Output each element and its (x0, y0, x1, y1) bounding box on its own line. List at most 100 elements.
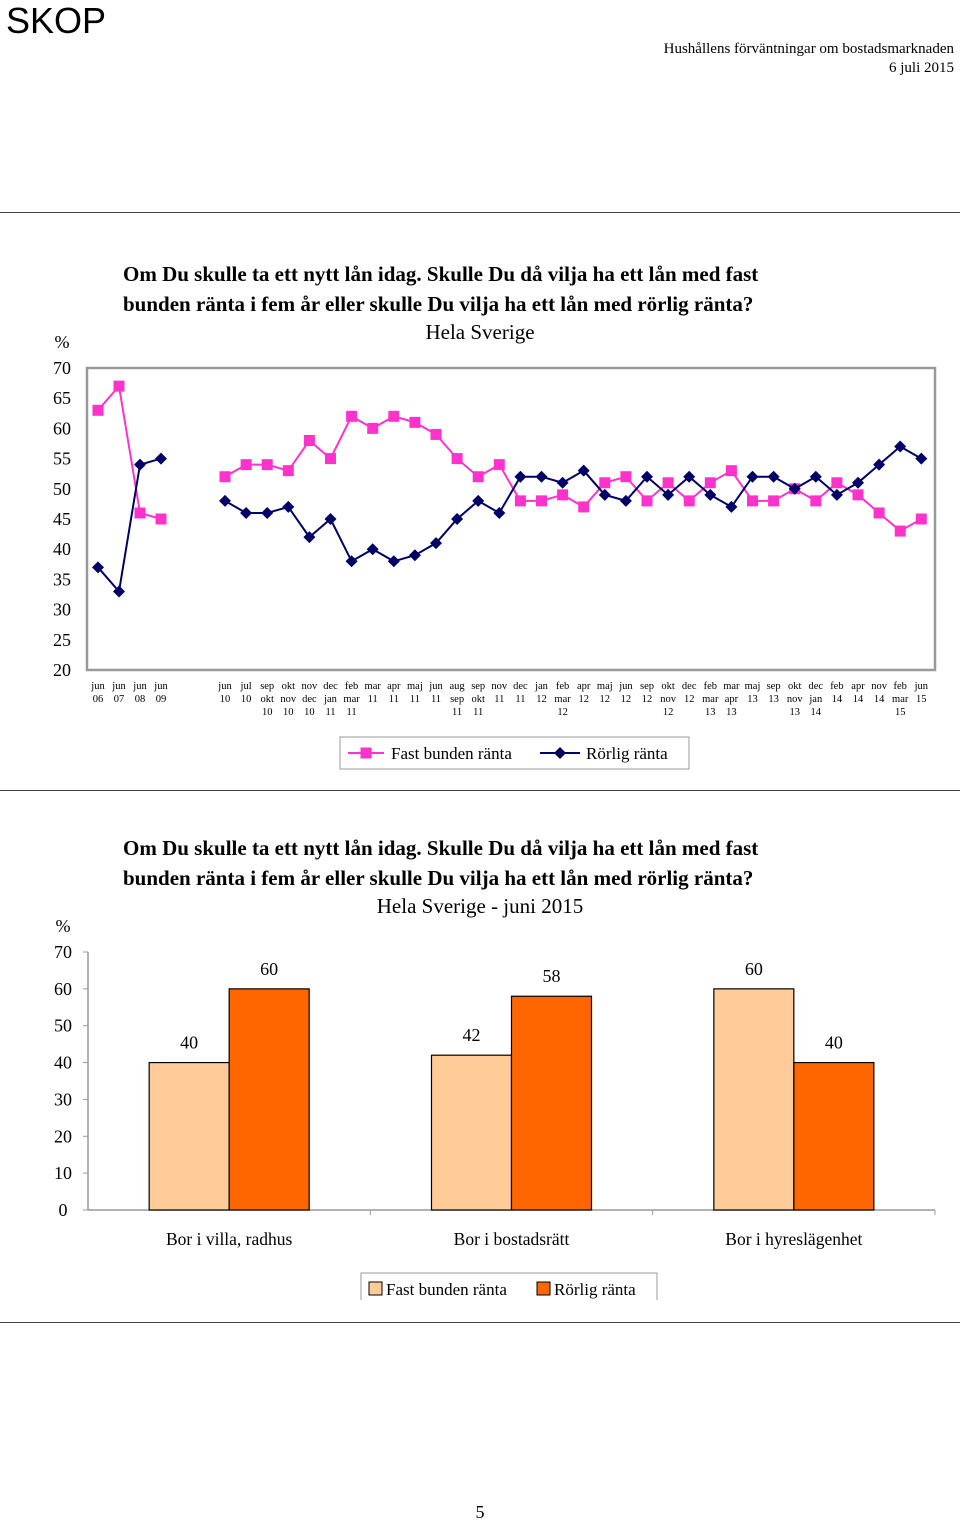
y-tick-label: 70 (54, 942, 72, 962)
data-point-square (894, 525, 906, 537)
legend (339, 736, 690, 770)
data-point-diamond (155, 452, 167, 465)
x-tick-label: jul (240, 681, 252, 692)
y-tick-label: 50 (53, 479, 71, 499)
data-point-diamond (788, 482, 801, 495)
footer-divider (0, 1322, 960, 1323)
x-tick-label: dec (809, 681, 824, 692)
x-tick-label: 06 (93, 694, 104, 705)
data-point-diamond (915, 452, 928, 465)
report-header: Hushållens förväntningar om bostadsmarkn… (664, 40, 954, 78)
report-title: Hushållens förväntningar om bostadsmarkn… (663, 41, 954, 57)
data-point-square (557, 489, 569, 501)
legend-label-fast: Fast bunden ränta (391, 744, 512, 763)
y-tick-label: 20 (54, 1126, 72, 1146)
y-tick-label: 70 (53, 358, 71, 378)
line-chart-subtitle: Hela Sverige (425, 320, 535, 344)
data-point-square (360, 747, 372, 759)
data-point-square (430, 428, 442, 440)
data-point-diamond (324, 513, 337, 525)
data-point-square (113, 380, 125, 392)
y-tick-label: 30 (54, 1089, 72, 1109)
x-tick-label: 10 (241, 694, 252, 705)
x-tick-label: apr (577, 681, 591, 692)
brand-logo-text: SKOP (6, 0, 107, 41)
x-tick-label: 14 (811, 707, 822, 718)
data-point-diamond (809, 470, 822, 483)
data-label: 60 (260, 959, 278, 979)
data-point-diamond (92, 561, 104, 574)
x-tick-label: apr (851, 681, 865, 692)
data-point-square (873, 507, 885, 519)
data-point-square (915, 513, 927, 525)
x-tick-label: sep (260, 681, 274, 692)
y-tick-label: 40 (54, 1053, 72, 1073)
data-point-diamond (240, 506, 253, 519)
x-tick-label: 11 (452, 707, 462, 718)
x-tick-label: 12 (578, 694, 589, 705)
legend-swatch-rorlig (536, 1281, 551, 1296)
x-tick-label: 11 (389, 694, 399, 705)
data-point-diamond (662, 488, 675, 501)
data-point-square (388, 410, 400, 422)
x-tick-label: okt (788, 681, 802, 692)
data-point-diamond (535, 470, 548, 483)
data-label: 40 (825, 1033, 843, 1053)
bar (148, 1061, 230, 1211)
data-point-diamond (556, 476, 569, 489)
data-label: 42 (463, 1025, 481, 1045)
data-point-diamond (683, 470, 696, 483)
x-tick-label: jan (534, 681, 549, 692)
data-point-diamond (873, 458, 886, 471)
x-tick-label: feb (556, 681, 569, 692)
data-point-square (852, 489, 864, 501)
y-axis-label: % (55, 332, 70, 352)
data-point-square (155, 513, 167, 525)
bar-chart-title: Om Du skulle ta ett nytt lån idag. Skull… (123, 833, 758, 893)
x-tick-label: maj (745, 681, 761, 692)
x-tick-label: jun (111, 681, 126, 692)
data-point-diamond (746, 470, 759, 483)
x-tick-label: 13 (789, 707, 800, 718)
data-point-diamond (704, 488, 717, 501)
line-chart-title-line1: Om Du skulle ta ett nytt lån idag. Skull… (123, 262, 759, 286)
bar-chart: % 0 10 20 30 40 50 60 70 40 60 Bor i villa, radhus 4… (54, 916, 936, 1300)
data-point-diamond (303, 531, 316, 544)
bar (430, 1054, 513, 1211)
x-tick-label: nov (871, 681, 888, 692)
y-tick-label: 45 (53, 509, 71, 529)
y-tick-label: 20 (53, 660, 71, 680)
x-tick-label: maj (597, 681, 613, 692)
legend-label-rorlig: Rörlig ränta (586, 744, 668, 763)
x-tick-label: jan (808, 694, 823, 705)
data-point-diamond (725, 500, 738, 513)
x-tick-label: apr (387, 681, 401, 692)
x-tick-label: 12 (663, 707, 674, 718)
series-line (97, 383, 162, 520)
data-point-diamond (113, 585, 125, 598)
bar-chart-title-line1: Om Du skulle ta ett nytt lån idag. Skull… (123, 836, 759, 860)
x-tick-label: nov (491, 681, 508, 692)
x-tick-label: sep (767, 681, 781, 692)
x-tick-label: 11 (410, 694, 420, 705)
x-tick-label: 15 (895, 707, 906, 718)
y-tick-label: 10 (54, 1163, 72, 1183)
data-point-diamond (767, 470, 780, 483)
x-tick-label: 14 (874, 694, 885, 705)
data-point-square (346, 410, 358, 422)
series-line (224, 445, 922, 563)
bar (793, 1061, 875, 1211)
x-tick-label: sep (471, 681, 485, 692)
x-tick-label: 09 (156, 694, 167, 705)
x-tick-label: nov (660, 694, 677, 705)
y-tick-label: 0 (59, 1200, 68, 1220)
x-tick-label: 11 (431, 694, 441, 705)
data-point-square (240, 459, 252, 471)
x-tick-label: 08 (135, 694, 146, 705)
y-tick-label: 50 (54, 1016, 72, 1036)
x-tick-label: 10 (220, 694, 231, 705)
bar (228, 988, 310, 1211)
data-point-square (747, 495, 758, 507)
x-tick-label: mar (892, 694, 909, 705)
x-tick-label: aug (450, 681, 466, 692)
